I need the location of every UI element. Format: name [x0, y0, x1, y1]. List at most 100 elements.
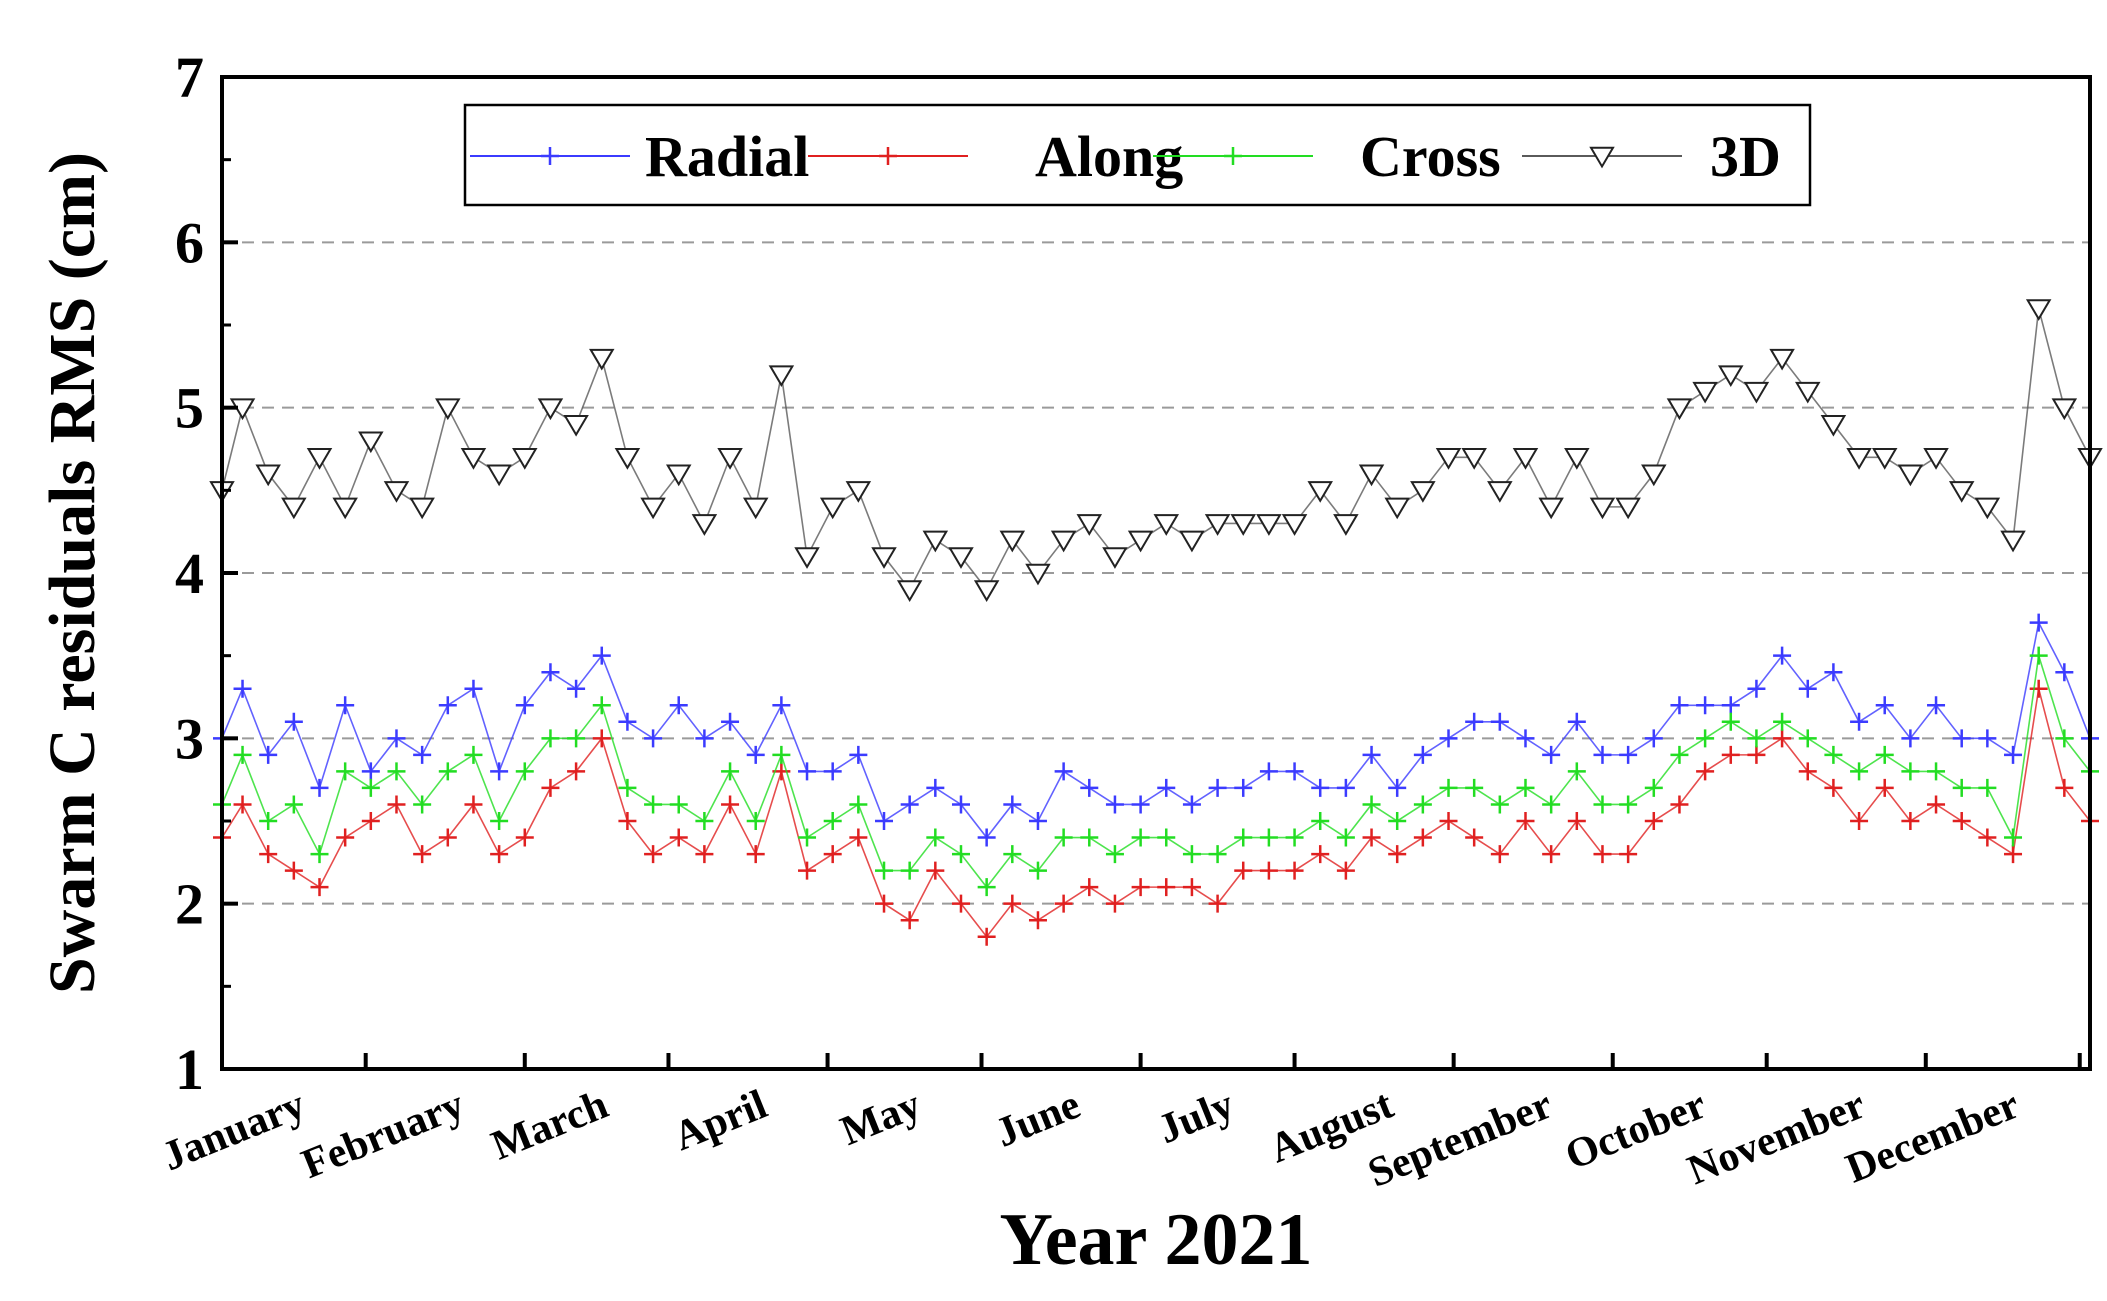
data-point — [1003, 894, 1022, 913]
data-point — [1952, 812, 1971, 830]
data-point — [614, 448, 641, 470]
data-point — [977, 927, 996, 946]
data-point — [849, 828, 868, 847]
data-point — [1974, 497, 2001, 520]
legend-label: Cross — [1360, 124, 1501, 189]
data-point — [1901, 729, 1920, 748]
data-point — [1131, 878, 1150, 897]
data-point — [1795, 381, 1821, 404]
legend-marker — [541, 147, 559, 165]
data-point — [1850, 762, 1869, 781]
data-point — [926, 828, 945, 847]
data-point — [1157, 828, 1176, 847]
data-point — [1003, 845, 1022, 864]
data-point — [1230, 514, 1256, 536]
data-point — [515, 828, 534, 847]
data-point — [1362, 795, 1381, 814]
data-point — [1824, 663, 1843, 682]
data-point — [1388, 778, 1407, 797]
data-point — [336, 696, 355, 715]
data-point — [1003, 795, 1022, 814]
data-point — [900, 911, 919, 930]
data-point — [721, 795, 740, 814]
data-point — [1824, 745, 1843, 764]
data-point — [618, 712, 637, 731]
legend-label: Radial — [645, 124, 809, 189]
data-point — [1336, 778, 1355, 797]
data-point — [1747, 745, 1766, 764]
data-point — [695, 845, 714, 864]
x-axis-title: Year 2021 — [999, 1199, 1312, 1281]
data-point — [1743, 381, 1770, 404]
data-point — [1131, 828, 1150, 847]
data-point — [644, 845, 663, 864]
data-point — [1542, 795, 1561, 814]
data-point — [1410, 481, 1436, 503]
data-point — [1362, 745, 1381, 764]
series-line — [221, 308, 2091, 592]
data-point — [1824, 778, 1843, 797]
data-point — [284, 712, 303, 731]
data-point — [999, 530, 1026, 553]
series-radial — [213, 613, 2099, 847]
data-point — [2029, 679, 2048, 698]
data-point — [977, 878, 996, 897]
y-tick-label: 3 — [175, 706, 204, 771]
data-point — [1692, 381, 1718, 404]
x-tick-label: April — [668, 1082, 774, 1160]
data-point — [284, 795, 303, 814]
data-point — [1820, 414, 1847, 437]
data-point — [973, 580, 1000, 602]
data-point — [1769, 348, 1795, 371]
data-point — [2055, 663, 2074, 682]
data-point — [926, 778, 945, 797]
data-point — [1285, 828, 1304, 847]
data-point — [1490, 712, 1509, 731]
data-point — [1952, 729, 1971, 748]
data-point — [563, 414, 589, 437]
data-point — [1439, 778, 1458, 797]
data-point — [849, 745, 868, 764]
data-point — [1696, 762, 1715, 781]
data-point — [567, 729, 586, 748]
data-point — [336, 828, 355, 847]
data-point — [1846, 448, 1872, 470]
data-point — [1644, 778, 1663, 797]
y-axis-title: Swarm C residuals RMS (cm) — [36, 152, 109, 994]
data-point — [798, 828, 817, 847]
data-point — [1923, 448, 1949, 470]
data-point — [1413, 828, 1432, 847]
data-point — [1927, 795, 1946, 814]
data-point — [644, 729, 663, 748]
data-point — [691, 514, 718, 536]
data-point — [589, 348, 615, 371]
y-tick-label: 7 — [175, 45, 204, 110]
x-tick-label: May — [834, 1082, 927, 1155]
data-point — [772, 696, 791, 715]
data-point — [387, 795, 406, 814]
data-point — [387, 762, 406, 781]
data-point — [1670, 795, 1689, 814]
data-point — [1105, 795, 1124, 814]
data-point — [823, 762, 842, 781]
data-point — [438, 762, 457, 781]
data-point — [281, 497, 307, 520]
data-point — [1644, 729, 1663, 748]
data-point — [1234, 861, 1253, 880]
data-point — [1897, 464, 1924, 487]
data-point — [1487, 481, 1513, 503]
series-cross — [213, 646, 2099, 897]
data-point — [541, 663, 560, 682]
data-point — [746, 812, 765, 830]
data-point — [1773, 729, 1792, 748]
data-point — [1721, 712, 1740, 731]
series-along — [213, 679, 2099, 946]
x-tick-label: March — [485, 1082, 614, 1170]
data-point — [875, 894, 894, 913]
data-point — [2055, 778, 2074, 797]
data-point — [537, 398, 564, 421]
y-tick-label: 5 — [175, 376, 204, 441]
data-point — [490, 845, 509, 864]
data-point — [541, 778, 560, 797]
data-point — [2051, 398, 2078, 421]
